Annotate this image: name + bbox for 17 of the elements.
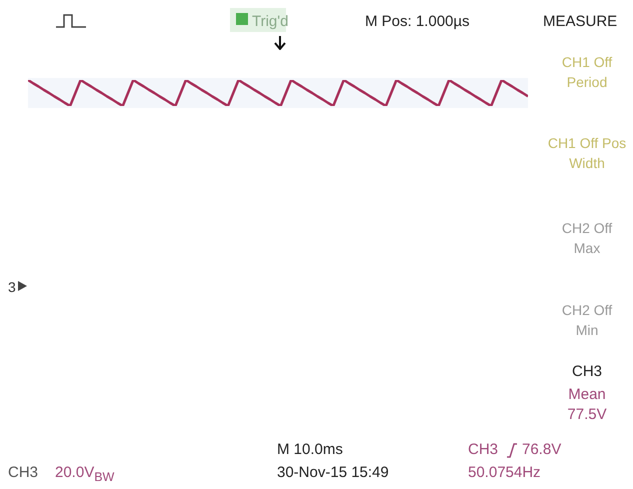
text: M 10.0ms	[277, 440, 343, 460]
text: MEASURE	[543, 12, 618, 32]
text: CH1 Off Pos Width	[547, 134, 627, 173]
text: Trig'd	[252, 12, 288, 32]
text: CH3	[8, 463, 38, 483]
text: CH1 Off Period	[560, 53, 614, 92]
text: 76.8V	[522, 440, 562, 460]
text: 20.0V$_{BW}$	[55, 463, 114, 486]
text: Mean 77.5V	[566, 385, 608, 425]
text: 50.0754Hz	[468, 463, 541, 483]
text: CH3	[570, 362, 603, 382]
text: M Pos: 1.000µs	[365, 12, 470, 32]
text: 30-Nov-15 15:49	[277, 463, 389, 483]
text: 3	[8, 278, 16, 297]
text: CH2 Off Max	[560, 219, 614, 258]
text: CH2 Off Min	[560, 301, 614, 340]
text: CH3	[468, 440, 498, 460]
